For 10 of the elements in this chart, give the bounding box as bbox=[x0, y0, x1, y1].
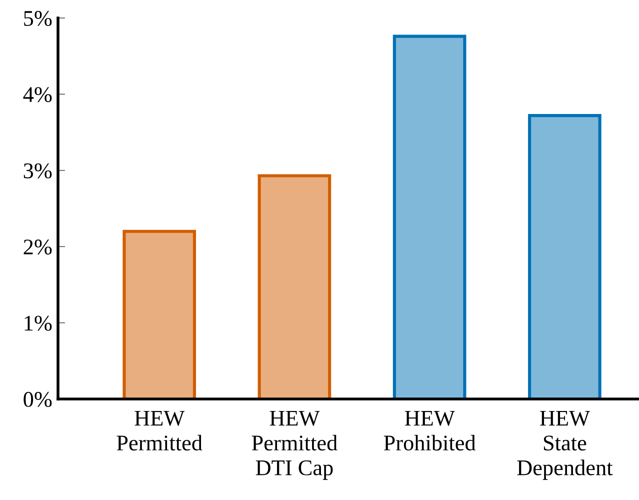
y-tick-label: 2% bbox=[24, 240, 52, 255]
y-tick-label: 5% bbox=[24, 10, 52, 26]
y-tick-label: 4% bbox=[23, 87, 52, 102]
x-tick-label: HEW State Dependent bbox=[517, 410, 613, 480]
x-tick-label: HEW Permitted DTI Cap bbox=[252, 410, 338, 480]
y-tick-label: 3% bbox=[24, 163, 52, 178]
x-tick-label: HEW Permitted bbox=[116, 410, 202, 451]
y-tick-label: 0% bbox=[24, 392, 52, 407]
y-tick-label: 1% bbox=[24, 316, 52, 331]
x-tick-label: HEW Prohibited bbox=[384, 410, 476, 451]
